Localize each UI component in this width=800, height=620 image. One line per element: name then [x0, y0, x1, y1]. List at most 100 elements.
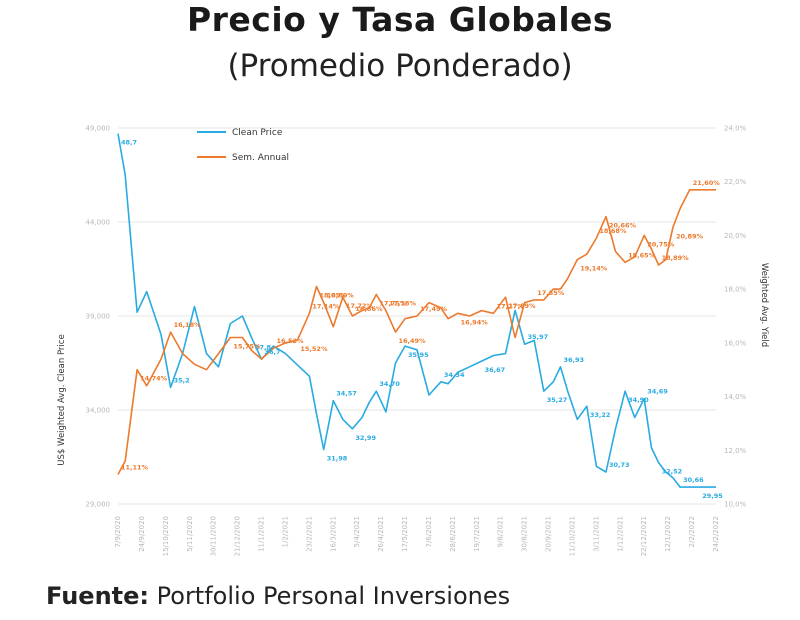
x-tick-label: 20/9/2021 [545, 516, 553, 552]
right-axis-ticks: 10,0% 12,0% 14,0% 16,0% 18,0% 20,0% 22,0% 24,0% [724, 125, 747, 509]
legend-label-clean-price: Clean Price [232, 128, 283, 138]
right-tick-label: 12,0% [724, 447, 747, 455]
x-tick-label: 11/1/2021 [258, 516, 266, 552]
x-tick-label: 28/6/2021 [449, 516, 457, 552]
right-tick-label: 22,0% [724, 178, 747, 186]
series-lines [117, 133, 716, 488]
legend-label-sem-annual: Sem. Annual [232, 153, 289, 163]
x-tick-label: 3/11/2021 [592, 516, 600, 552]
price-data-label: 35,2 [174, 376, 190, 384]
right-tick-label: 20,0% [724, 232, 747, 240]
x-tick-label: 30/8/2021 [521, 516, 529, 552]
x-tick-label: 1/12/2021 [616, 516, 624, 552]
price-data-label: 36,93 [564, 356, 585, 364]
price-data-label: 48,7 [121, 139, 137, 147]
yield-data-label: 17,18% [389, 300, 417, 308]
price-data-label: 37,8 [255, 344, 272, 352]
yield-data-label: 16,94% [461, 318, 489, 326]
yield-data-label: 16,52% [276, 337, 304, 345]
chart-subtitle: (Promedio Ponderado) [227, 48, 573, 84]
yield-data-label: 18,89% [662, 254, 690, 262]
price-data-label: 34,57 [336, 390, 357, 398]
x-tick-label: 5/4/2021 [353, 516, 361, 547]
price-data-label: 35,27 [547, 396, 568, 404]
price-data-label: 33,22 [590, 411, 611, 419]
price-data-label: 31,98 [327, 454, 348, 462]
left-axis-ticks: 29,000 34,000 39,000 44,000 49,000 [86, 125, 111, 509]
price-data-label: 36,67 [485, 366, 506, 374]
left-tick-label: 44,000 [86, 219, 111, 227]
x-tick-label: 22/12/2021 [640, 516, 648, 556]
x-tick-label: 23/2/2021 [305, 516, 313, 552]
price-data-label: 34,34 [444, 371, 465, 379]
x-tick-label: 12/1/2022 [664, 516, 672, 552]
right-axis-label: Weighted Avg. Yield [759, 263, 769, 347]
x-tick-label: 16/3/2021 [329, 516, 337, 552]
left-tick-label: 39,000 [86, 313, 111, 321]
x-tick-label: 7/6/2021 [425, 516, 433, 547]
price-data-label: 34,69 [647, 388, 668, 396]
x-tick-label: 9/8/2021 [497, 516, 505, 547]
left-axis-label: US$ Weighted Avg. Clean Price [57, 334, 67, 465]
x-tick-label: 2/2/2022 [688, 516, 696, 547]
price-data-label: 30,73 [609, 461, 630, 469]
x-tick-label: 5/11/2020 [186, 516, 194, 552]
right-tick-label: 14,0% [724, 393, 747, 401]
yield-data-label: 16,18% [174, 321, 202, 329]
x-tick-label: 17/5/2021 [401, 516, 409, 552]
yield-data-label: 20,89% [676, 232, 704, 240]
yield-data-label: 17,14% [312, 302, 340, 310]
right-tick-label: 24,0% [724, 125, 747, 133]
yield-data-label: 20,66% [609, 222, 637, 230]
source-note: Fuente: Portfolio Personal Inversiones [46, 582, 510, 610]
dual-axis-line-chart: 29,000 34,000 39,000 44,000 49,000 10,0% 12,0… [57, 125, 769, 557]
data-labels: 48,7 35,2 37,836,7 31,98 34,57 32,99 34,70 35,9… [121, 139, 723, 500]
yield-data-label: 18,68% [599, 227, 627, 235]
price-data-label: 34,70 [379, 380, 400, 388]
x-tick-label: 15/10/2020 [162, 516, 170, 556]
source-label: Fuente: [46, 582, 149, 610]
x-tick-label: 24/9/2020 [138, 516, 146, 552]
price-data-label: 30,66 [683, 476, 704, 484]
x-tick-label: 24/2/2022 [712, 516, 720, 552]
yield-data-label: 15,75% [233, 342, 261, 350]
price-data-label: 35,97 [528, 333, 549, 341]
price-data-label: 32,99 [355, 434, 376, 442]
x-axis-ticks: 7/9/2020 24/9/2020 15/10/2020 5/11/2020 30/1… [114, 516, 720, 556]
x-tick-label: 11/10/2021 [568, 516, 576, 556]
left-tick-label: 34,000 [86, 407, 111, 415]
price-data-label: 34,90 [628, 396, 649, 404]
x-tick-label: 21/12/2020 [234, 516, 242, 556]
source-text: Portfolio Personal Inversiones [156, 582, 511, 610]
x-tick-label: 7/9/2020 [114, 516, 122, 547]
yield-data-label: 17,75% [379, 300, 407, 308]
yield-data-label: 15,52% [300, 345, 328, 353]
right-tick-label: 10,0% [724, 501, 747, 509]
x-tick-label: 1/2/2021 [281, 516, 289, 547]
left-tick-label: 49,000 [86, 125, 111, 133]
yield-data-label: 19,14% [580, 265, 608, 273]
right-tick-label: 16,0% [724, 339, 747, 347]
yield-data-label: 17,55% [537, 289, 565, 297]
yield-data-label: 18,65% [628, 251, 656, 259]
yield-data-label: 11,11% [121, 463, 149, 471]
x-tick-label: 19/7/2021 [473, 516, 481, 552]
legend: Clean Price Sem. Annual [197, 128, 289, 163]
yield-data-label: 20,75% [647, 240, 675, 248]
right-tick-label: 18,0% [724, 286, 747, 294]
price-data-label: 29,95 [702, 492, 723, 500]
yield-data-label: 17,27% [497, 302, 525, 310]
yield-data-label: 16,86% [355, 305, 383, 313]
yield-data-label: 18,05% [320, 291, 348, 299]
price-data-label: 36,7 [265, 348, 281, 356]
price-data-label: 32,52 [662, 468, 683, 476]
yield-data-label: 17,89% [509, 302, 537, 310]
yield-data-label: 21,60% [693, 179, 721, 187]
yield-data-label: 17,72% [346, 302, 374, 310]
yield-data-label: 16,49% [398, 337, 426, 345]
left-tick-label: 29,000 [86, 501, 111, 509]
yield-data-label: 17,49% [420, 305, 448, 313]
yield-data-label: 16,60% [327, 292, 355, 300]
clean-price-line [117, 133, 716, 488]
x-tick-label: 26/4/2021 [377, 516, 385, 552]
